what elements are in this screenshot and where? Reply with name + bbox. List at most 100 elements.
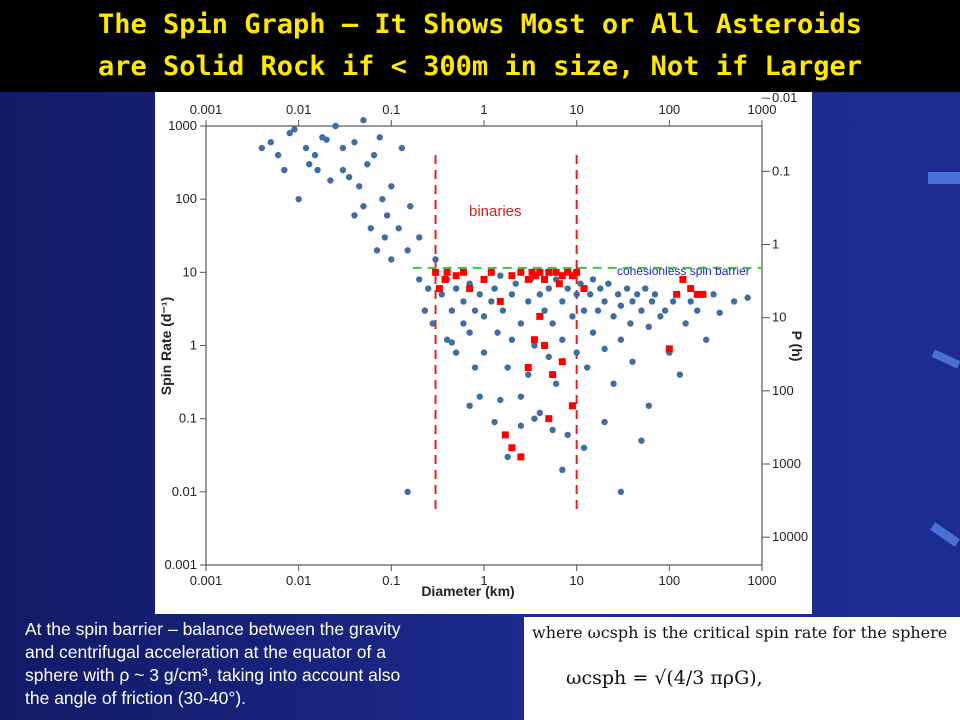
- asteroid-point: [629, 358, 636, 365]
- asteroid-point: [306, 161, 313, 168]
- x-axis-label: Diameter (km): [421, 583, 514, 599]
- plot-frame: [205, 125, 763, 566]
- asteroid-point: [360, 203, 367, 210]
- binary-point: [555, 280, 563, 288]
- binary-point: [487, 268, 495, 276]
- asteroid-point: [627, 320, 634, 327]
- asteroid-point: [517, 422, 525, 429]
- asteroid-point: [339, 166, 347, 174]
- right-tick-label: 100: [772, 383, 794, 398]
- asteroid-point: [332, 122, 339, 130]
- asteroid-point: [531, 342, 538, 349]
- asteroid-point: [274, 151, 282, 159]
- binary-point: [452, 272, 460, 280]
- asteroid-point: [552, 380, 560, 387]
- asteroid-point: [638, 437, 645, 444]
- formula-box: where ωcsph is the critical spin rate fo…: [524, 617, 960, 720]
- asteroid-point: [559, 336, 566, 343]
- binary-points: [432, 268, 707, 461]
- y-tick-label: 0.001: [164, 557, 197, 572]
- asteroid-point: [629, 298, 636, 305]
- text-line-1: At the spin barrier – balance between th…: [25, 619, 401, 639]
- asteroid-point: [448, 307, 456, 314]
- asteroid-point: [471, 307, 479, 314]
- asteroid-point: [364, 161, 371, 168]
- asteroid-point: [370, 151, 378, 159]
- x-tick-label: 0.001: [190, 573, 223, 588]
- asteroid-point: [508, 291, 516, 298]
- asteroid-point: [438, 291, 445, 298]
- asteroid-point: [536, 291, 543, 298]
- asteroid-point: [545, 285, 552, 292]
- right-tick-label: 0.1: [772, 163, 790, 178]
- asteroid-point: [744, 294, 751, 301]
- asteroid-point: [536, 409, 543, 417]
- decor-stripe-1: [928, 172, 960, 184]
- asteroid-point: [694, 307, 701, 314]
- decor-stripe-3: [930, 522, 960, 547]
- binary-point: [673, 290, 681, 298]
- asteroid-point: [617, 336, 625, 343]
- right-tick-label: 10: [772, 310, 786, 325]
- asteroid-point: [421, 307, 429, 314]
- size-markers: [412, 155, 762, 515]
- asteroid-point: [580, 444, 588, 451]
- binary-point: [530, 336, 538, 344]
- asteroid-point: [580, 307, 588, 314]
- binary-point: [501, 431, 509, 439]
- y-tick-label: 1000: [168, 118, 197, 133]
- text-line-2: and centrifugal acceleration at the equa…: [25, 642, 386, 662]
- asteroid-point: [687, 298, 694, 305]
- x-top-tick-label: 1: [480, 102, 487, 117]
- x-tick-label: 1: [480, 573, 487, 588]
- asteroid-point: [476, 291, 483, 298]
- asteroid-point: [345, 173, 353, 181]
- asteroid-point: [388, 183, 395, 190]
- binary-point: [558, 272, 566, 280]
- asteroid-point: [404, 488, 411, 496]
- x-top-tick-label: 10: [569, 102, 583, 117]
- formula-caption: where ωcsph is the critical spin rate fo…: [532, 623, 948, 642]
- asteroid-points: [258, 117, 751, 496]
- x-tick-label: 0.01: [286, 573, 311, 588]
- binaries-annotation: binaries: [469, 203, 522, 220]
- asteroid-point: [569, 313, 576, 320]
- asteroid-point: [452, 285, 460, 292]
- y-tick-label: 0.1: [179, 411, 197, 426]
- y-tick-label: 1: [190, 338, 197, 353]
- asteroid-point: [286, 129, 293, 137]
- binary-point: [441, 275, 449, 283]
- asteroid-point: [645, 402, 652, 409]
- asteroid-point: [404, 247, 411, 254]
- asteroid-point: [605, 280, 612, 287]
- binary-point: [545, 268, 553, 276]
- binary-point: [524, 364, 532, 372]
- asteroid-point: [448, 339, 456, 346]
- slide-title: The Spin Graph – It Shows Most or All As…: [97, 9, 862, 82]
- asteroid-point: [460, 320, 467, 327]
- asteroid-point: [323, 136, 330, 143]
- asteroid-point: [466, 329, 473, 336]
- asteroid-point: [508, 336, 516, 343]
- binary-point: [687, 285, 695, 293]
- asteroid-point: [302, 144, 310, 152]
- asteroid-point: [657, 313, 664, 320]
- asteroid-point: [314, 166, 321, 174]
- asteroid-point: [623, 285, 631, 292]
- asteroid-point: [373, 247, 381, 254]
- asteroid-point: [491, 285, 498, 292]
- asteroid-point: [517, 320, 525, 327]
- asteroid-point: [730, 298, 738, 305]
- asteroid-point: [388, 256, 395, 263]
- binary-point: [568, 402, 576, 410]
- binary-point: [693, 290, 701, 298]
- text-line-4: the angle of friction (30-40°).: [25, 688, 247, 708]
- binary-point: [517, 453, 525, 461]
- asteroid-point: [531, 415, 538, 422]
- y-tick-label: 0.01: [172, 484, 197, 499]
- asteroid-point: [610, 380, 617, 387]
- asteroid-point: [610, 313, 617, 320]
- asteroid-point: [425, 285, 432, 292]
- y-tick-label: 10: [183, 264, 197, 279]
- x-top-tick-label: 0.01: [286, 102, 311, 117]
